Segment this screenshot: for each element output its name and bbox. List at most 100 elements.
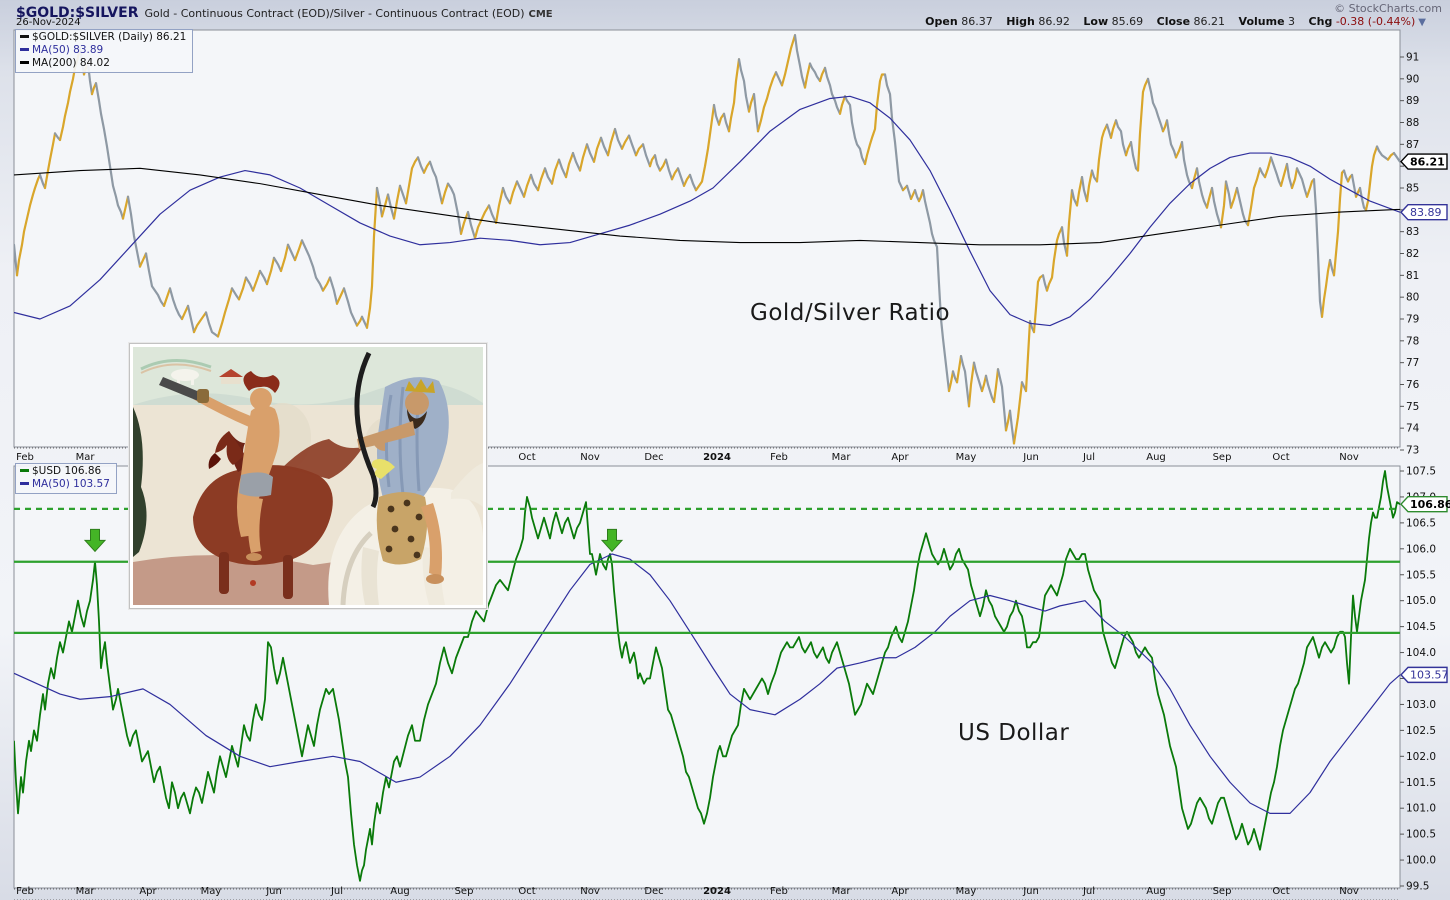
ratio-price-line (1065, 189, 1074, 257)
ratio-price-line (838, 95, 847, 115)
conquest-hand (373, 440, 385, 451)
ratio-price-line (1136, 77, 1150, 172)
ratio-plot (14, 34, 1400, 445)
ratio-price-line (1045, 226, 1064, 292)
month-label-Mar: Mar (76, 886, 96, 897)
ratio-price-line (947, 370, 955, 393)
legend-item-ratio: $GOLD:$SILVER (Daily) 86.21 (20, 31, 186, 44)
month-label-Jun: Jun (1022, 452, 1039, 463)
y-tick-label: 81 (1406, 270, 1419, 282)
ratio-price-line (780, 34, 797, 87)
ratio-price-line (14, 243, 19, 277)
ratio-price-line (1320, 258, 1332, 318)
month-label-May: May (201, 886, 222, 897)
month-label-2024: 2024 (703, 886, 731, 897)
month-label-Oct: Oct (518, 452, 535, 463)
ratio-price-line (237, 276, 248, 301)
month-label-Sep: Sep (1213, 452, 1232, 463)
ratio-price-line (428, 160, 444, 205)
ratio-price-line (1295, 167, 1309, 198)
ratio-price-line (138, 252, 148, 268)
ratio-price-line (1190, 167, 1199, 190)
gold-crown (405, 379, 435, 393)
month-label-Feb: Feb (770, 886, 788, 897)
y-tick-label: 106.0 (1406, 543, 1436, 555)
y-tick-label: 101.0 (1406, 803, 1436, 815)
ratio-price-line (1080, 175, 1089, 203)
ratio-price-line (823, 66, 842, 115)
ratio-price-line (416, 156, 426, 174)
ratio-price-line (620, 134, 631, 150)
low-value: 85.69 (1111, 15, 1144, 28)
red-horse-mouth (208, 453, 221, 469)
open-label: Open (925, 15, 958, 28)
ratio-price-line (1109, 119, 1118, 139)
dark-foliage (133, 407, 147, 557)
ratio-price-line (585, 143, 596, 163)
price-tag-label: 103.57 (1410, 669, 1449, 682)
ratio-price-line (682, 173, 692, 187)
month-label-Apr: Apr (891, 452, 909, 463)
ratio-price-line (1386, 151, 1396, 161)
ratio-price-line (126, 195, 142, 268)
top-panel-legend: $GOLD:$SILVER (Daily) 86.21 MA(50) 83.89… (15, 29, 194, 73)
ratio-price-line (1024, 320, 1032, 393)
low-label: Low (1083, 15, 1109, 28)
conquest-head (405, 391, 429, 415)
ratio-price-line (1146, 77, 1165, 133)
ratio-price-line (793, 34, 807, 89)
y-tick-label: 87 (1406, 139, 1419, 151)
ratio-price-line (1105, 123, 1113, 139)
ratio-price-line (996, 368, 1008, 432)
ratio-price-line (494, 186, 505, 225)
y-tick-label: 83 (1406, 226, 1419, 238)
ratio-price-line (984, 374, 996, 404)
ratio-price-line (1269, 156, 1283, 187)
ratio-price-line (43, 132, 57, 190)
ratio-price-line (913, 189, 921, 203)
y-tick-label: 104.5 (1406, 621, 1436, 633)
y-tick-label: 73 (1406, 444, 1419, 456)
month-label-Nov: Nov (580, 886, 600, 897)
ratio-price-line (1312, 178, 1324, 318)
ratio-price-line (459, 210, 470, 235)
war-rider-leg (248, 497, 263, 553)
month-label-Mar: Mar (76, 452, 96, 463)
ratio-price-line (286, 243, 297, 262)
chevron-down-icon[interactable]: ▼ (1418, 17, 1426, 28)
ratio-price-line (627, 134, 638, 157)
legend-item-ma200: MA(200) 84.02 (20, 57, 186, 70)
price-tag-label: 106.86 (1410, 498, 1450, 511)
ratio-price-line (1070, 189, 1079, 207)
volume-label: Volume (1238, 15, 1285, 28)
ratio-price-line (641, 143, 652, 168)
$USD-line (14, 470, 1400, 882)
month-label-Aug: Aug (390, 886, 410, 897)
month-label-Jun: Jun (1022, 886, 1039, 897)
ratio-price-line (1124, 141, 1133, 157)
ratio-price-line (1114, 119, 1128, 157)
quiver (371, 459, 395, 479)
ratio-line-swatch-icon (20, 34, 29, 38)
gold-silver-ratio-annotation: Gold/Silver Ratio (750, 300, 951, 326)
ratio-price-line (557, 158, 568, 179)
month-label-Aug: Aug (1146, 452, 1166, 463)
ratio-price-line (543, 167, 554, 185)
month-label-Jul: Jul (1082, 886, 1095, 897)
ratio-price-line (712, 103, 721, 126)
ratio-price-line (365, 186, 379, 329)
ratio-price-line (1095, 123, 1109, 183)
conquest-rider (354, 351, 449, 584)
close-label: Close (1156, 15, 1191, 28)
ratio-price-line (599, 136, 610, 157)
month-label-Apr: Apr (891, 886, 909, 897)
us-dollar-annotation: US Dollar (958, 720, 1070, 746)
conquest-leg (421, 503, 442, 577)
ratio-price-line (355, 315, 364, 327)
y-tick-label: 104.0 (1406, 647, 1436, 659)
ratio-price-line (251, 269, 262, 292)
MA(50)-line (14, 95, 1400, 327)
ratio-price-line (1060, 226, 1069, 257)
symbol-description: Gold - Continuous Contract (EOD)/Silver … (144, 7, 525, 20)
ratio-price-line (905, 184, 913, 201)
